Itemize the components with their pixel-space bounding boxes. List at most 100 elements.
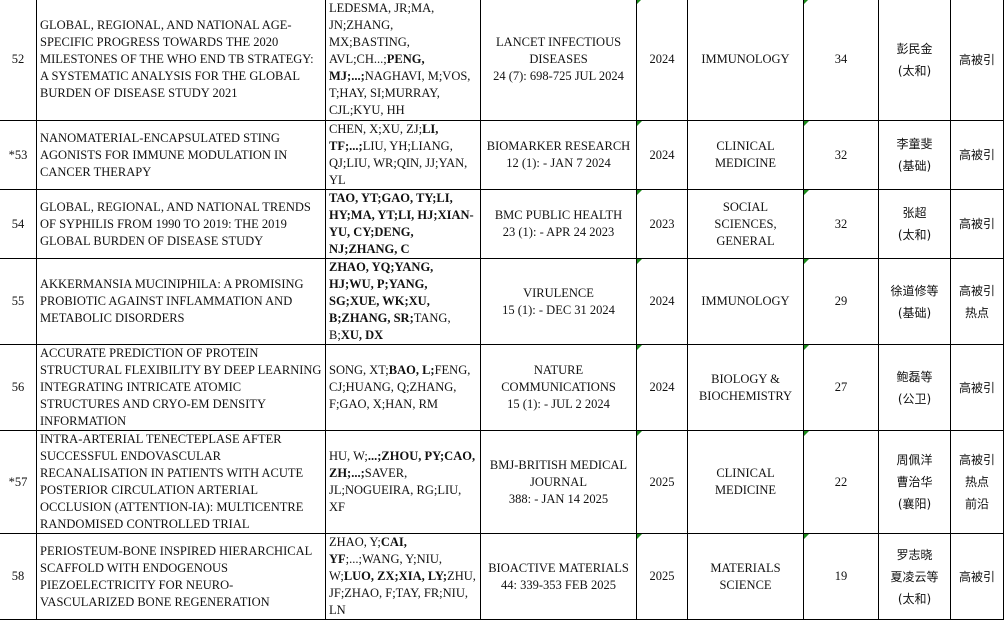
authors: SONG, XT;BAO, L;FENG, CJ;HUANG, Q;ZHANG,… xyxy=(325,344,481,431)
table-row: 58 PERIOSTEUM-BONE INSPIRED HIERARCHICAL … xyxy=(0,533,1004,620)
row-number: 58 xyxy=(0,533,37,620)
author-segment: SONG, XT; xyxy=(329,363,389,377)
journal-source: 388: - JAN 14 2025 xyxy=(508,491,609,506)
person-line: (襄阳) xyxy=(897,497,932,511)
person-line: 周佩洋 xyxy=(896,453,933,467)
person-line: 罗志晓 xyxy=(896,547,933,562)
field: MATERIALS SCIENCE xyxy=(687,533,804,620)
table-row: 55 AKKERMANSIA MUCINIPHILA: A PROMISING P… xyxy=(0,258,1004,345)
table-row: 52 GLOBAL, REGIONAL, AND NATIONAL AGE-SPE… xyxy=(0,0,1004,121)
author-segment: BAO, L; xyxy=(388,363,435,377)
row-number: 54 xyxy=(0,189,37,259)
author-segment: LI, TF;...; xyxy=(329,122,439,153)
paper-title: INTRA-ARTERIAL TENECTEPLASE AFTER SUCCES… xyxy=(36,430,326,534)
journal-name: BMJ-BRITISH MEDICAL JOURNAL xyxy=(489,457,628,489)
person-line: 曹治华 xyxy=(896,475,933,489)
authors: ZHAO, Y;CAI, YF;...;WANG, Y;NIU, W;LUO, … xyxy=(325,533,481,620)
tag-label: 前沿 xyxy=(964,497,989,511)
tags: 高被引 xyxy=(950,0,1004,121)
row-number: 55 xyxy=(0,258,37,345)
citations: 19 xyxy=(803,533,879,620)
year: 2024 xyxy=(636,258,688,345)
citations: 29 xyxy=(803,258,879,345)
tag-label: 高被引 xyxy=(958,380,995,395)
year: 2024 xyxy=(636,0,688,121)
tags: 高被引 xyxy=(950,189,1004,259)
year: 2023 xyxy=(636,189,688,259)
table-row: *53 NANOMATERIAL-ENCAPSULATED STING AGONI… xyxy=(0,120,1004,190)
journal: NATURE COMMUNICATIONS 15 (1): - JUL 2 202… xyxy=(480,344,637,431)
table-row: 54 GLOBAL, REGIONAL, AND NATIONAL TRENDS … xyxy=(0,189,1004,259)
person: 李童斐 (基础) xyxy=(878,120,951,190)
person: 彭民金 (太和) xyxy=(878,0,951,121)
field: IMMUNOLOGY xyxy=(687,0,804,121)
person: 张超 (太和) xyxy=(878,189,951,259)
tags: 高被引 热点 xyxy=(950,258,1004,345)
field: SOCIAL SCIENCES, GENERAL xyxy=(687,189,804,259)
person-line: 张超 xyxy=(902,206,927,220)
person-line: (基础) xyxy=(897,159,932,173)
author-segment: LIU, YH;LIANG, QJ;LIU, WR;QIN, JJ;YAN, Y… xyxy=(329,139,468,187)
author-segment: XU, DX xyxy=(340,328,384,342)
tag-label: 热点 xyxy=(964,305,989,320)
citations: 27 xyxy=(803,344,879,431)
field: CLINICAL MEDICINE xyxy=(687,430,804,534)
citations: 32 xyxy=(803,120,879,190)
tag-label: 高被引 xyxy=(958,569,995,584)
author-segment: ;...;WANG, Y;NIU, W; xyxy=(329,552,442,583)
author-segment: SAVER, JL;NOGUEIRA, RG;LIU, XF xyxy=(329,466,462,514)
author-segment: ZHAO, YQ;YANG, HJ;WU, P;YANG, SG;XUE, WK… xyxy=(329,260,434,325)
citations: 22 xyxy=(803,430,879,534)
author-segment: PENG, MJ;...; xyxy=(329,52,425,83)
person-line: (基础) xyxy=(897,305,932,320)
authors: CHEN, X;XU, ZJ;LI, TF;...;LIU, YH;LIANG,… xyxy=(325,120,481,190)
author-segment: ZHAO, Y; xyxy=(329,535,381,549)
person-line: 彭民金 xyxy=(896,41,933,56)
paper-title: PERIOSTEUM-BONE INSPIRED HIERARCHICAL SC… xyxy=(36,533,326,620)
journal-source: 24 (7): 698-725 JUL 2024 xyxy=(493,69,624,83)
journal: BIOMARKER RESEARCH 12 (1): - JAN 7 2024 xyxy=(480,120,637,190)
tags: 高被引 xyxy=(950,120,1004,190)
author-segment: ...;ZHOU, PY;CAO, ZH;...; xyxy=(329,449,476,480)
journal-source: 12 (1): - JAN 7 2024 xyxy=(506,156,611,170)
person-line: (太和) xyxy=(897,228,932,242)
row-number: *57 xyxy=(0,430,37,534)
paper-title: ACCURATE PREDICTION OF PROTEIN STRUCTURA… xyxy=(36,344,326,431)
journal-name: NATURE COMMUNICATIONS xyxy=(501,363,616,394)
person: 鲍磊等 (公卫) xyxy=(878,344,951,431)
journal-name: LANCET INFECTIOUS DISEASES xyxy=(495,35,622,66)
author-segment: TAO, YT;GAO, TY;LI, HY;MA, YT;LI, HJ;XIA… xyxy=(329,191,474,256)
field: IMMUNOLOGY xyxy=(687,258,804,345)
journal-source: 23 (1): - APR 24 2023 xyxy=(502,225,615,239)
paper-title: AKKERMANSIA MUCINIPHILA: A PROMISING PRO… xyxy=(36,258,326,345)
tag-label: 高被引 xyxy=(958,453,995,467)
authors: HU, W;...;ZHOU, PY;CAO, ZH;...;SAVER, JL… xyxy=(325,430,481,534)
author-segment: CHEN, X;XU, ZJ; xyxy=(329,122,423,136)
journal: BMC PUBLIC HEALTH 23 (1): - APR 24 2023 xyxy=(480,189,637,259)
tag-label: 高被引 xyxy=(958,52,995,67)
field: BIOLOGY & BIOCHEMISTRY xyxy=(687,344,804,431)
author-segment: LUO, ZX;XIA, LY; xyxy=(343,569,448,583)
paper-title: NANOMATERIAL-ENCAPSULATED STING AGONISTS… xyxy=(36,120,326,190)
person: 周佩洋曹治华 (襄阳) xyxy=(878,430,951,534)
tags: 高被引 xyxy=(950,533,1004,620)
person-line: 李童斐 xyxy=(896,137,933,151)
person-line: 夏凌云等 xyxy=(890,569,939,584)
journal: BIOACTIVE MATERIALS 44: 339-353 FEB 2025 xyxy=(480,533,637,620)
journal-source: 44: 339-353 FEB 2025 xyxy=(501,577,616,592)
year: 2025 xyxy=(636,430,688,534)
person: 徐道修等 (基础) xyxy=(878,258,951,345)
row-number: *53 xyxy=(0,120,37,190)
tags: 高被引 热点 前沿 xyxy=(950,430,1004,534)
table-row: 56 ACCURATE PREDICTION OF PROTEIN STRUCTU… xyxy=(0,344,1004,431)
journal-name: BMC PUBLIC HEALTH xyxy=(494,208,623,222)
journal-name: BIOMARKER RESEARCH xyxy=(486,139,631,153)
tag-label: 高被引 xyxy=(958,148,995,162)
journal: BMJ-BRITISH MEDICAL JOURNAL 388: - JAN 14… xyxy=(480,430,637,534)
author-segment: CAI, YF xyxy=(329,535,407,566)
tags: 高被引 xyxy=(950,344,1004,431)
tag-label: 高被引 xyxy=(958,283,995,298)
person-line: (公卫) xyxy=(897,391,932,406)
row-number: 56 xyxy=(0,344,37,431)
